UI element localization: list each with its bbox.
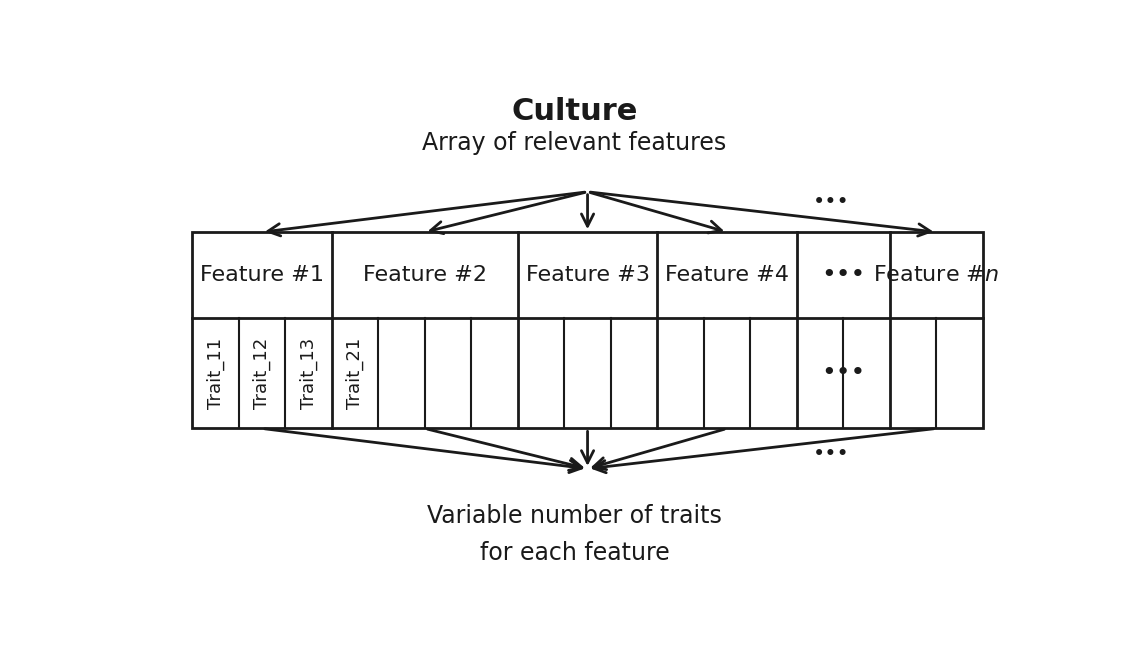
Text: Trait_12: Trait_12 bbox=[253, 337, 271, 409]
Text: •••: ••• bbox=[814, 443, 850, 464]
Text: Feature #$n$: Feature #$n$ bbox=[873, 265, 1000, 285]
Text: Feature #2: Feature #2 bbox=[363, 265, 487, 285]
Bar bbox=[193, 232, 983, 428]
Text: Feature #3: Feature #3 bbox=[526, 265, 649, 285]
Text: Trait_11: Trait_11 bbox=[206, 337, 224, 409]
Text: Trait_21: Trait_21 bbox=[346, 337, 364, 409]
Text: •••: ••• bbox=[822, 263, 865, 287]
Text: Feature #4: Feature #4 bbox=[665, 265, 789, 285]
Text: •••: ••• bbox=[814, 192, 850, 212]
Text: Trait_13: Trait_13 bbox=[299, 337, 317, 409]
Text: Feature #1: Feature #1 bbox=[200, 265, 324, 285]
Text: Variable number of traits
for each feature: Variable number of traits for each featu… bbox=[427, 504, 722, 565]
Text: Array of relevant features: Array of relevant features bbox=[423, 131, 726, 155]
Text: •••: ••• bbox=[822, 361, 865, 385]
Text: Culture: Culture bbox=[511, 97, 638, 126]
